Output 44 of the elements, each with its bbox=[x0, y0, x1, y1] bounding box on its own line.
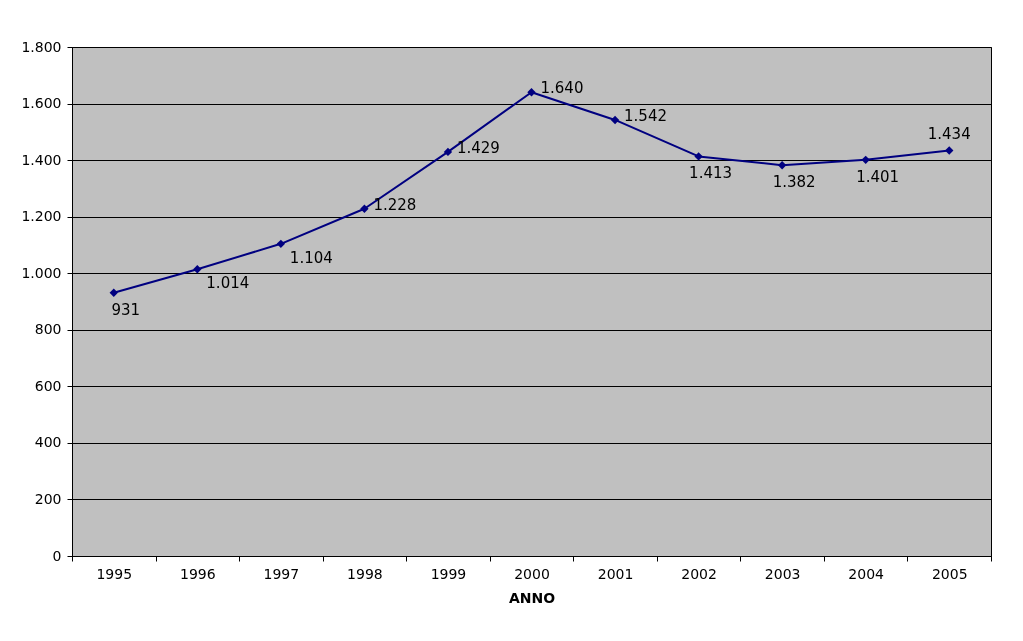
point bbox=[945, 146, 954, 155]
point bbox=[443, 147, 453, 157]
y-tick-label: 1.200 bbox=[21, 208, 62, 225]
point bbox=[694, 152, 703, 161]
data-label: 1.228 bbox=[373, 195, 417, 214]
data-label: 1.542 bbox=[624, 106, 667, 125]
point bbox=[109, 288, 118, 297]
data-label: 1.104 bbox=[289, 248, 333, 267]
point bbox=[193, 265, 202, 274]
y-tick-label: 200 bbox=[34, 490, 62, 507]
x-axis-title: ANNO bbox=[508, 589, 556, 606]
point bbox=[861, 155, 870, 165]
y-tick-label: 1.800 bbox=[21, 38, 62, 55]
y-tick-label: 800 bbox=[34, 321, 62, 338]
x-tick-label: 2003 bbox=[764, 565, 801, 582]
y-tick-label: 1.000 bbox=[21, 264, 62, 281]
data-label: 1.429 bbox=[456, 138, 500, 157]
data-label: 1.640 bbox=[540, 79, 584, 98]
data-label: 1.401 bbox=[856, 167, 900, 186]
y-tick-label: 400 bbox=[34, 434, 62, 451]
x-tick-label: 1998 bbox=[347, 565, 383, 582]
x-tick-label: 2001 bbox=[597, 565, 634, 582]
x-tick-label: 2000 bbox=[514, 565, 550, 582]
data-label: 1.413 bbox=[689, 164, 733, 183]
point bbox=[777, 161, 787, 170]
data-label: 1.382 bbox=[772, 173, 816, 192]
point bbox=[276, 239, 286, 248]
x-tick-label: 1999 bbox=[430, 565, 467, 582]
data-label: 1.434 bbox=[927, 125, 971, 144]
x-tick-label: 2002 bbox=[681, 565, 717, 582]
data-label: 1.014 bbox=[206, 274, 250, 293]
point bbox=[527, 88, 536, 97]
x-tick-label: 2005 bbox=[931, 565, 968, 582]
point bbox=[360, 204, 369, 213]
point bbox=[610, 115, 620, 125]
y-tick-label: 1.600 bbox=[21, 95, 62, 112]
y-tick-label: 600 bbox=[34, 377, 62, 394]
data-label: 931 bbox=[111, 300, 141, 319]
x-tick-label: 2004 bbox=[848, 565, 885, 582]
x-tick-label: 1995 bbox=[96, 565, 133, 582]
x-tick-label: 1997 bbox=[263, 565, 300, 582]
y-tick-label: 0 bbox=[52, 547, 62, 564]
y-tick-label: 1.400 bbox=[21, 151, 62, 168]
x-tick-label: 1996 bbox=[180, 565, 216, 582]
